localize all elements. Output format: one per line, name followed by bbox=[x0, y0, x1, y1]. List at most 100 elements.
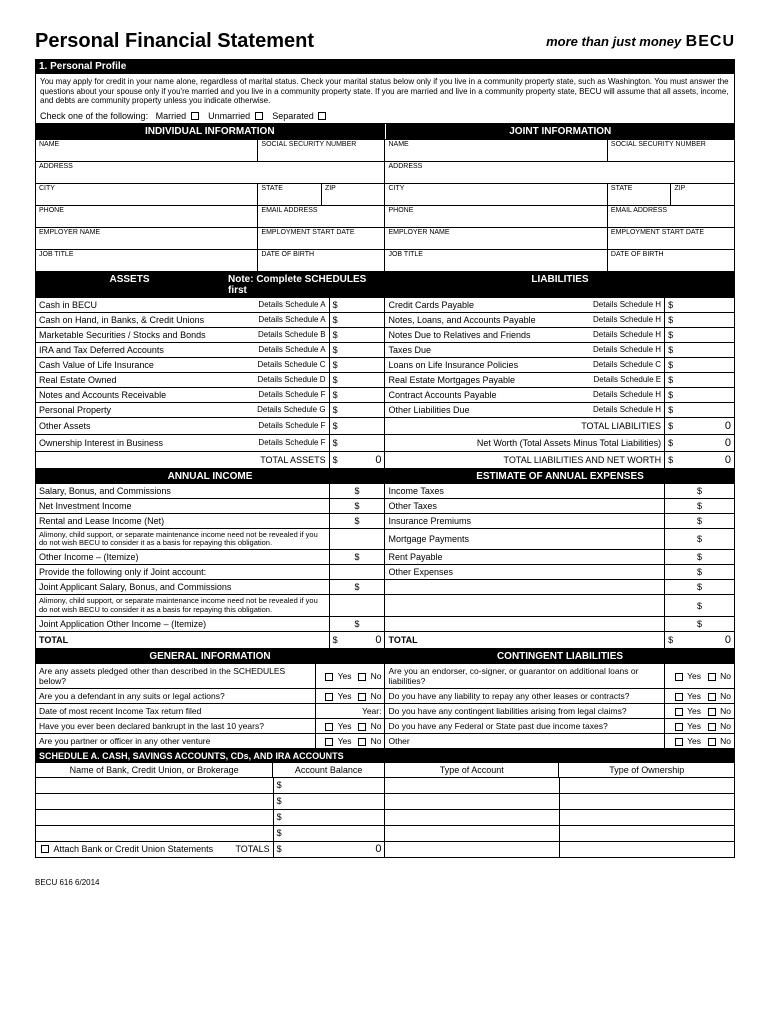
joint-state-field[interactable]: STATE bbox=[607, 183, 671, 205]
schedA-type[interactable] bbox=[385, 826, 560, 842]
income-amount[interactable]: $ bbox=[330, 580, 386, 595]
asset-amount[interactable]: $ bbox=[330, 418, 386, 435]
expense-amount[interactable]: $ bbox=[665, 529, 735, 551]
zip-field[interactable]: ZIP bbox=[321, 183, 385, 205]
liability-amount[interactable]: $ bbox=[665, 298, 735, 313]
email-field[interactable]: EMAIL ADDRESS bbox=[258, 205, 385, 227]
expense-amount[interactable]: $ bbox=[665, 565, 735, 580]
income-amount[interactable] bbox=[330, 595, 386, 617]
unmarried-checkbox[interactable] bbox=[255, 112, 263, 120]
schedA-balance[interactable]: $ bbox=[274, 794, 386, 810]
income-amount[interactable]: $ bbox=[330, 550, 386, 565]
asset-amount[interactable]: $ bbox=[330, 298, 386, 313]
expense-amount[interactable]: $ bbox=[665, 550, 735, 565]
gi-left-yn[interactable]: Yes No bbox=[316, 689, 386, 704]
liability-row: Loans on Life Insurance PoliciesDetails … bbox=[385, 358, 665, 373]
joint-email-field[interactable]: EMAIL ADDRESS bbox=[607, 205, 734, 227]
schedA-bank[interactable] bbox=[36, 826, 274, 842]
schedA-balance[interactable]: $ bbox=[274, 810, 386, 826]
asset-amount[interactable]: $ bbox=[330, 313, 386, 328]
state-field[interactable]: STATE bbox=[258, 183, 322, 205]
gi-left-yn[interactable]: Year: bbox=[316, 704, 386, 719]
city-field[interactable]: CITY bbox=[36, 183, 258, 205]
gi-left-yn[interactable]: Yes No bbox=[316, 664, 386, 689]
schedA-ownership[interactable] bbox=[560, 794, 735, 810]
gi-right-yn[interactable]: Yes No bbox=[665, 664, 735, 689]
expense-amount[interactable]: $ bbox=[665, 595, 735, 617]
emp-start-field[interactable]: EMPLOYMENT START DATE bbox=[258, 227, 385, 249]
attach-checkbox[interactable] bbox=[41, 845, 49, 853]
liability-amount[interactable]: $ bbox=[665, 358, 735, 373]
phone-field[interactable]: PHONE bbox=[36, 205, 258, 227]
expense-amount[interactable]: $ bbox=[665, 484, 735, 499]
net-worth-label: Net Worth (Total Assets Minus Total Liab… bbox=[385, 435, 665, 452]
liability-amount[interactable]: $ bbox=[665, 373, 735, 388]
gi-right-yn[interactable]: Yes No bbox=[665, 689, 735, 704]
total-liabilities-label: TOTAL LIABILITIES bbox=[385, 418, 665, 435]
schedA-type[interactable] bbox=[385, 810, 560, 826]
expense-amount[interactable]: $ bbox=[665, 617, 735, 632]
expense-amount[interactable]: $ bbox=[665, 580, 735, 595]
joint-phone-field[interactable]: PHONE bbox=[385, 205, 607, 227]
joint-zip-field[interactable]: ZIP bbox=[671, 183, 735, 205]
income-amount[interactable] bbox=[330, 529, 386, 551]
employer-field[interactable]: EMPLOYER NAME bbox=[36, 227, 258, 249]
joint-employer-field[interactable]: EMPLOYER NAME bbox=[385, 227, 607, 249]
liability-amount[interactable]: $ bbox=[665, 403, 735, 418]
joint-address-field[interactable]: ADDRESS bbox=[385, 161, 735, 183]
income-amount[interactable]: $ bbox=[330, 499, 386, 514]
schedA-ownership[interactable] bbox=[560, 778, 735, 794]
expense-amount[interactable]: $ bbox=[665, 499, 735, 514]
schedA-ownership[interactable] bbox=[560, 826, 735, 842]
dob-field[interactable]: DATE OF BIRTH bbox=[258, 249, 385, 271]
asset-amount[interactable]: $ bbox=[330, 388, 386, 403]
asset-amount[interactable]: $ bbox=[330, 403, 386, 418]
asset-amount[interactable]: $ bbox=[330, 358, 386, 373]
joint-job-field[interactable]: JOB TITLE bbox=[385, 249, 607, 271]
liability-amount[interactable]: $ bbox=[665, 328, 735, 343]
joint-name-field[interactable]: NAME bbox=[385, 139, 607, 161]
job-field[interactable]: JOB TITLE bbox=[36, 249, 258, 271]
income-amount[interactable] bbox=[330, 565, 386, 580]
schedA-bank[interactable] bbox=[36, 794, 274, 810]
expense-row bbox=[385, 580, 665, 595]
attach-statements[interactable]: Attach Bank or Credit Union StatementsTO… bbox=[36, 842, 274, 858]
expense-row bbox=[385, 595, 665, 617]
gi-right-yn[interactable]: Yes No bbox=[665, 704, 735, 719]
joint-ssn-field[interactable]: SOCIAL SECURITY NUMBER bbox=[607, 139, 734, 161]
ssn-field[interactable]: SOCIAL SECURITY NUMBER bbox=[258, 139, 385, 161]
asset-amount[interactable]: $ bbox=[330, 343, 386, 358]
schedA-bank[interactable] bbox=[36, 778, 274, 794]
liability-amount[interactable]: $ bbox=[665, 388, 735, 403]
asset-amount[interactable]: $ bbox=[330, 373, 386, 388]
schedA-balance[interactable]: $ bbox=[274, 778, 386, 794]
schedA-type[interactable] bbox=[385, 794, 560, 810]
joint-city-field[interactable]: CITY bbox=[385, 183, 607, 205]
name-field[interactable]: NAME bbox=[36, 139, 258, 161]
liability-amount[interactable]: $ bbox=[665, 343, 735, 358]
married-checkbox[interactable] bbox=[191, 112, 199, 120]
asset-amount[interactable]: $ bbox=[330, 328, 386, 343]
schedA-balance[interactable]: $ bbox=[274, 826, 386, 842]
gi-left-yn[interactable]: Yes No bbox=[316, 719, 386, 734]
expense-amount[interactable]: $ bbox=[665, 514, 735, 529]
liability-amount[interactable]: $ bbox=[665, 313, 735, 328]
schedA-col2: Type of Account bbox=[385, 763, 560, 777]
gi-right-yn[interactable]: Yes No bbox=[665, 719, 735, 734]
income-amount[interactable]: $ bbox=[330, 514, 386, 529]
income-amount[interactable]: $ bbox=[330, 484, 386, 499]
asset-amount[interactable]: $ bbox=[330, 435, 386, 452]
separated-checkbox[interactable] bbox=[318, 112, 326, 120]
address-field[interactable]: ADDRESS bbox=[36, 161, 385, 183]
expense-row bbox=[385, 617, 665, 632]
annual-income-header: ANNUAL INCOME bbox=[35, 469, 385, 484]
joint-dob-field[interactable]: DATE OF BIRTH bbox=[607, 249, 734, 271]
gi-left-yn[interactable]: Yes No bbox=[316, 734, 386, 749]
schedA-bank[interactable] bbox=[36, 810, 274, 826]
income-amount[interactable]: $ bbox=[330, 617, 386, 632]
schedA-ownership[interactable] bbox=[560, 810, 735, 826]
gi-right-yn[interactable]: Yes No bbox=[665, 734, 735, 749]
expense-row: Rent Payable bbox=[385, 550, 665, 565]
schedA-type[interactable] bbox=[385, 778, 560, 794]
joint-emp-start-field[interactable]: EMPLOYMENT START DATE bbox=[607, 227, 734, 249]
